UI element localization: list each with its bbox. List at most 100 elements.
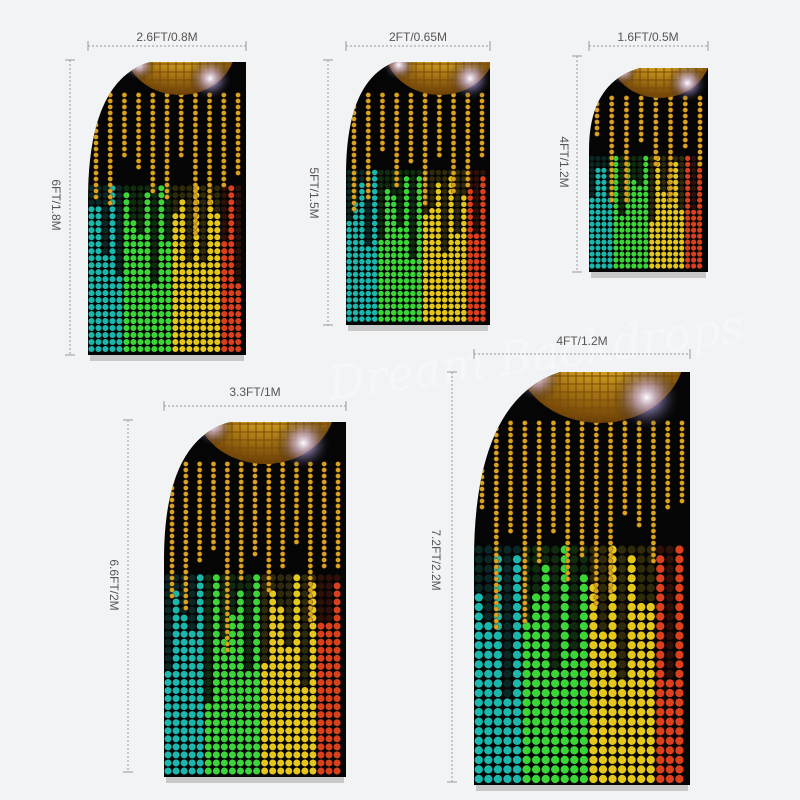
equalizer-dot (293, 687, 301, 694)
equalizer-dot (214, 290, 221, 297)
equalizer-dot (661, 251, 667, 257)
bead (550, 504, 557, 510)
equalizer-dot (214, 234, 221, 241)
equalizer-dot (484, 602, 493, 612)
equalizer-dot (435, 258, 442, 265)
equalizer-dot (228, 622, 236, 630)
equalizer-dot (403, 284, 410, 290)
equalizer-dot (480, 284, 486, 290)
equalizer-dot (144, 199, 151, 206)
bead (479, 486, 485, 492)
bead (394, 122, 400, 128)
equalizer-dot (95, 227, 102, 234)
bead (178, 122, 184, 128)
bead (365, 170, 371, 176)
equalizer-dot (541, 612, 550, 621)
bead (667, 143, 674, 149)
equalizer-dot (493, 688, 503, 698)
bead (135, 128, 142, 134)
equalizer-dot (646, 650, 655, 659)
equalizer-dot (685, 233, 691, 239)
equalizer-dot (95, 338, 102, 346)
bead (192, 140, 199, 146)
equalizer-dot (228, 751, 236, 759)
bead (579, 450, 585, 456)
equalizer-dot (186, 311, 193, 318)
equalizer-dot (656, 631, 665, 640)
equalizer-dot (656, 717, 665, 726)
equalizer-dot (88, 192, 95, 199)
bead (623, 119, 630, 125)
equalizer-dot (484, 564, 493, 573)
equalizer-dot (665, 574, 675, 583)
bead (235, 134, 241, 140)
equalizer-dot (595, 209, 601, 215)
equalizer-dot (484, 774, 493, 784)
equalizer-dot (235, 324, 242, 332)
equalizer-dot (214, 199, 221, 206)
equalizer-dot (422, 227, 429, 233)
equalizer-dot (589, 227, 595, 233)
equalizer-dot (637, 233, 643, 239)
equalizer-dot (180, 622, 188, 630)
bead (607, 456, 614, 462)
equalizer-dot (301, 670, 309, 678)
equalizer-dot (200, 255, 207, 262)
equalizer-dot (325, 630, 333, 638)
bead (493, 552, 499, 558)
equalizer-dot (95, 255, 102, 262)
equalizer-dot (531, 736, 541, 745)
equalizer-dot (293, 614, 301, 622)
equalizer-dot (589, 203, 595, 209)
equalizer-dot (391, 188, 397, 195)
bead (351, 176, 357, 182)
equalizer-dot (589, 774, 598, 784)
equalizer-dot (627, 660, 636, 669)
equalizer-dot (512, 698, 522, 707)
equalizer-dot (441, 227, 448, 233)
equalizer-dot (697, 197, 703, 203)
equalizer-dot (646, 602, 655, 612)
equalizer-dot (560, 602, 569, 612)
equalizer-dot (541, 698, 550, 707)
equalizer-dot (164, 743, 172, 751)
equalizer-dot (448, 290, 454, 297)
equalizer-dot (512, 717, 522, 726)
bead (150, 98, 156, 104)
bead (607, 558, 614, 564)
equalizer-dot (441, 188, 448, 195)
equalizer-dot (589, 167, 595, 173)
equalizer-dot (164, 767, 172, 775)
equalizer-dot (422, 258, 429, 265)
equalizer-dot (285, 662, 293, 670)
equalizer-dot (193, 311, 200, 318)
bead (135, 104, 142, 110)
equalizer-dot (333, 598, 341, 606)
equalizer-dot (675, 593, 684, 602)
bead (192, 206, 199, 212)
bead (197, 515, 203, 521)
equalizer-dot (293, 630, 301, 638)
equalizer-dot (200, 220, 207, 227)
equalizer-dot (649, 239, 655, 245)
equalizer-dot (346, 252, 352, 259)
bead (238, 527, 244, 533)
bead (365, 98, 371, 104)
equalizer-dot (675, 755, 684, 765)
equalizer-dot (301, 719, 309, 727)
equalizer-dot (301, 582, 309, 590)
bead (408, 104, 414, 110)
equalizer-dot (277, 670, 285, 678)
equalizer-dot (631, 173, 637, 179)
equalizer-dot (637, 660, 646, 669)
bead (197, 461, 203, 467)
equalizer-dot (359, 182, 365, 189)
equalizer-dot (301, 743, 309, 751)
equalizer-dot (285, 711, 293, 719)
bead (183, 521, 189, 527)
equalizer-dot (285, 743, 293, 751)
equalizer-dot (579, 583, 589, 593)
equalizer-dot (619, 161, 625, 167)
equalizer-dot (441, 220, 448, 227)
bead (351, 206, 357, 212)
